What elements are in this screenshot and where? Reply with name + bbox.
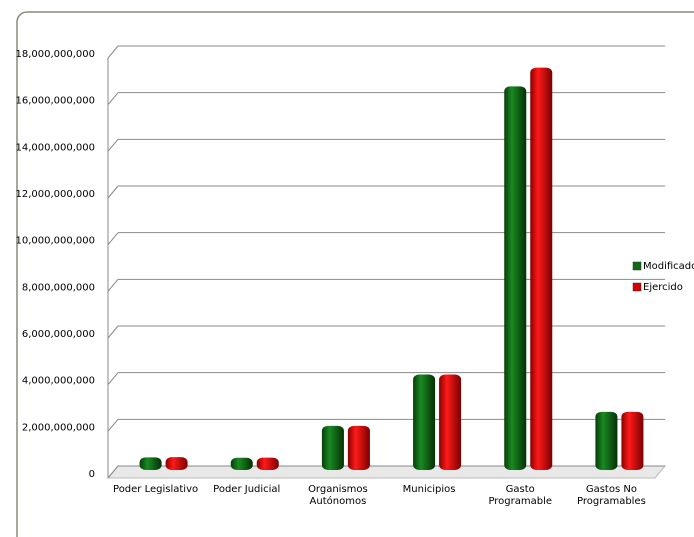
legend-swatch	[632, 261, 642, 271]
y-tick-label: 12,000,000,000	[15, 189, 95, 200]
x-tick-label: Gasto Programable	[488, 484, 553, 507]
bar	[321, 425, 344, 470]
y-tick-label: 4,000,000,000	[22, 376, 95, 387]
frame	[16, 11, 694, 537]
grid-diag	[107, 45, 119, 59]
grid-diag	[107, 92, 119, 105]
y-tick-label: 14,000,000,000	[15, 142, 95, 153]
grid-diag	[107, 185, 119, 199]
grid-diag	[107, 419, 119, 432]
y-tick-label: 0	[89, 469, 95, 480]
x-tick-label: Gastos No Programables	[577, 484, 646, 507]
bar	[439, 374, 462, 470]
bar	[165, 457, 188, 470]
x-tick-label: Poder Legislativo	[113, 484, 199, 495]
legend-swatch	[632, 282, 642, 292]
bar	[530, 67, 553, 471]
bar	[504, 86, 527, 470]
y-tick-label: 6,000,000,000	[22, 329, 95, 340]
x-tick-label: Organismos Autónomos	[308, 484, 368, 507]
grid-diag	[107, 325, 119, 339]
grid-diag	[107, 279, 119, 292]
bar	[230, 457, 253, 470]
y-tick-label: 16,000,000,000	[15, 96, 95, 107]
x-tick-label: Poder Judicial	[213, 484, 281, 495]
floor	[106, 465, 667, 479]
y-tick-label: 2,000,000,000	[22, 422, 95, 433]
grid-diag	[107, 372, 119, 385]
legend-label: Ejercido	[643, 282, 683, 293]
bar	[347, 425, 370, 470]
y-tick-label: 18,000,000,000	[15, 49, 95, 60]
bar	[139, 457, 162, 470]
bar	[595, 411, 618, 470]
y-tick-label: 8,000,000,000	[22, 282, 95, 293]
grid-diag	[107, 139, 119, 152]
x-tick-label: Municipios	[402, 484, 456, 495]
bar	[621, 411, 644, 470]
bar	[256, 457, 279, 470]
bar	[413, 374, 436, 470]
legend-label: Modificado	[643, 261, 694, 272]
grid-diag	[107, 465, 119, 479]
y-tick-label: 10,000,000,000	[15, 236, 95, 247]
grid-diag	[107, 232, 119, 245]
